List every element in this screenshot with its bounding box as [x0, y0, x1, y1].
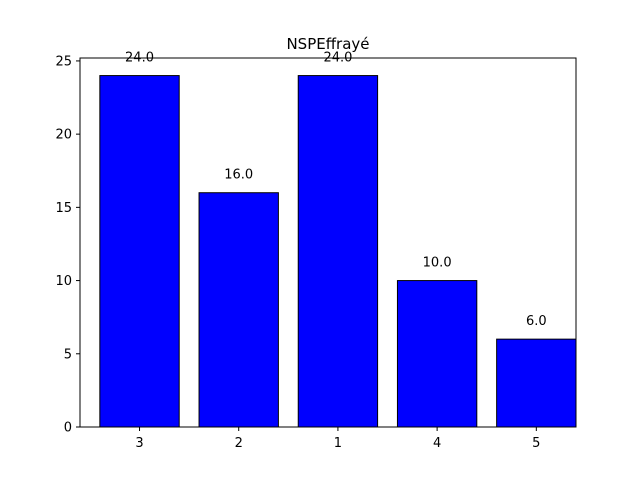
bar-2	[198, 192, 279, 428]
x-tick-label: 1	[334, 436, 342, 451]
y-tick-label: 0	[64, 421, 72, 436]
y-tick-label: 10	[55, 274, 72, 289]
x-tick-label: 5	[532, 436, 540, 451]
bar-value-label: 16.0	[224, 168, 253, 183]
x-tick-label: 3	[135, 436, 143, 451]
bar-value-label: 6.0	[526, 314, 547, 329]
bar-4	[396, 280, 478, 428]
y-tick-label: 5	[64, 347, 72, 362]
y-tick-label: 15	[55, 201, 72, 216]
x-tick-label: 4	[433, 436, 441, 451]
chart-title: NSPEffrayé	[286, 35, 369, 53]
y-tick-label: 25	[55, 54, 72, 69]
bar-value-label: 10.0	[423, 256, 452, 271]
x-tick-label: 2	[235, 436, 243, 451]
bar-3	[99, 75, 180, 428]
bar-1	[297, 75, 379, 428]
axes-frame	[79, 57, 577, 428]
y-tick-label: 20	[55, 128, 72, 143]
bar-5	[496, 338, 577, 428]
